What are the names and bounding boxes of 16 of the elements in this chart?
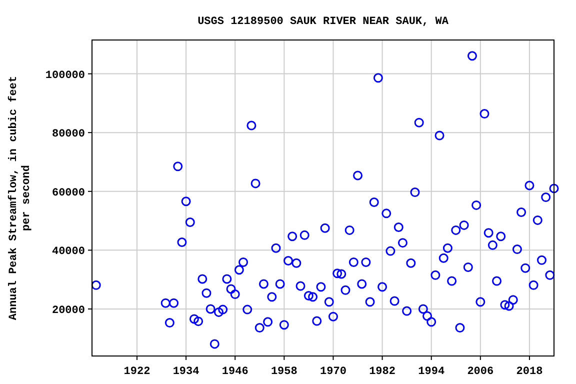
x-tick-label: 2006 <box>467 366 494 378</box>
x-tick-label: 1970 <box>320 366 346 378</box>
y-tick-label: 80000 <box>52 128 85 141</box>
y-tick-label: 40000 <box>52 246 85 258</box>
x-tick-label: 2018 <box>516 366 544 378</box>
x-tick-label: 1946 <box>222 366 248 378</box>
y-tick-label: 60000 <box>52 187 85 200</box>
x-tick-label: 1934 <box>172 366 200 378</box>
y-tick-label: 100000 <box>45 70 85 82</box>
x-tick-label: 1994 <box>418 366 445 378</box>
y-tick-label: 20000 <box>52 304 85 317</box>
y-axis-title: Annual Peak Streamflow, in cubic feet per second <box>7 76 33 320</box>
x-tick-label: 1958 <box>270 366 298 378</box>
x-tick-label: 1922 <box>124 366 150 378</box>
x-tick-label: 1982 <box>369 366 396 378</box>
chart-title: USGS 12189500 SAUK RIVER NEAR SAUK, WA <box>198 16 449 28</box>
